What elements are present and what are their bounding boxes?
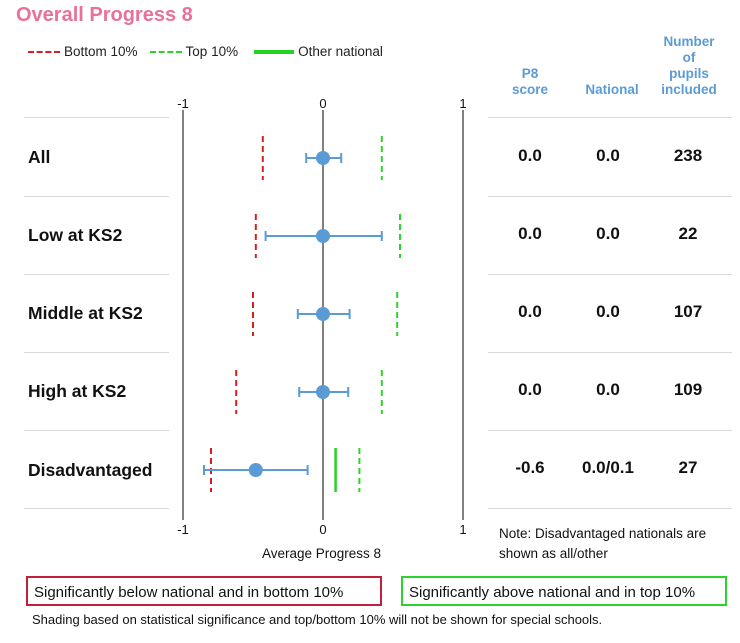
- row-divider: [24, 352, 169, 353]
- note: Note: Disadvantaged nationals are shown …: [499, 526, 707, 561]
- row-divider: [24, 117, 169, 118]
- cell-pupils: 22: [678, 224, 698, 243]
- row-divider: [24, 196, 169, 197]
- legend-bottom: Bottom 10%: [28, 44, 138, 59]
- cell-national: 0.0: [596, 380, 620, 399]
- row-label-all: All: [28, 147, 51, 167]
- x-tick-label-bottom: -1: [177, 522, 189, 537]
- legend: Bottom 10% Top 10% Other national: [28, 44, 395, 59]
- x-tick-label-top: 1: [459, 96, 466, 111]
- column-header-pupils-line2: of: [682, 50, 696, 65]
- chart-title: Overall Progress 8: [16, 4, 193, 26]
- score-point: [316, 151, 330, 165]
- cell-p8-score: 0.0: [518, 302, 542, 321]
- row-divider: [24, 274, 169, 275]
- cell-national: 0.0: [596, 302, 620, 321]
- row-label-low-ks2: Low at KS2: [28, 225, 123, 245]
- cell-national: 0.0: [596, 224, 620, 243]
- row-divider: [488, 274, 732, 275]
- column-header-p8: P8 score: [500, 66, 560, 98]
- x-axis-label: Average Progress 8: [262, 546, 382, 561]
- legend-other-label: Other national: [298, 44, 383, 59]
- row-divider: [488, 196, 732, 197]
- legend-bottom-swatch: [28, 50, 60, 53]
- row-divider: [488, 117, 732, 118]
- legend-other-swatch: [254, 49, 295, 54]
- row-label-middle-ks2: Middle at KS2: [28, 303, 143, 323]
- row-divider: [488, 352, 732, 353]
- legend-top: Top 10%: [149, 44, 239, 59]
- cell-pupils: 238: [673, 146, 703, 165]
- score-point: [248, 463, 263, 477]
- legend-other: Other national: [250, 44, 383, 59]
- score-point: [316, 307, 330, 321]
- score-point: [316, 385, 330, 399]
- cell-pupils: 27: [678, 458, 698, 477]
- row-divider: [488, 508, 732, 509]
- cell-national: 0.0: [596, 146, 620, 165]
- column-header-pupils-line4: included: [661, 82, 717, 97]
- row-divider: [24, 508, 169, 509]
- legend-top-label: Top 10%: [185, 44, 239, 59]
- cell-pupils: 109: [673, 380, 703, 399]
- significance-below-box: Significantly below national and in bott…: [26, 576, 382, 606]
- column-header-national: National: [585, 82, 639, 97]
- row-divider: [488, 430, 732, 431]
- legend-bottom-label: Bottom 10%: [64, 44, 138, 59]
- row-label-high-ks2: High at KS2: [28, 381, 127, 401]
- column-header-pupils-line3: pupils: [669, 66, 709, 81]
- cell-national: 0.0/0.1: [582, 458, 634, 477]
- footnote: Shading based on statistical significanc…: [32, 612, 603, 627]
- cell-p8-score: 0.0: [518, 380, 542, 399]
- significance-above-box: Significantly above national and in top …: [401, 576, 727, 606]
- x-tick-label-top: -1: [177, 96, 189, 111]
- cell-p8-score: -0.6: [515, 458, 545, 477]
- score-point: [316, 229, 330, 243]
- x-tick-label-top: 0: [319, 96, 326, 111]
- column-header-pupils-line1: Number: [663, 34, 715, 49]
- cell-pupils: 107: [673, 302, 703, 321]
- row-divider: [24, 430, 169, 431]
- x-tick-label-bottom: 1: [459, 522, 466, 537]
- column-header-pupils: Number of pupils included: [654, 34, 724, 98]
- x-tick-label-bottom: 0: [319, 522, 326, 537]
- column-header-p8-line1: P8: [521, 66, 539, 81]
- cell-p8-score: 0.0: [518, 146, 542, 165]
- column-header-p8-line2: score: [511, 82, 549, 97]
- row-label-disadvantaged: Disadvantaged: [28, 460, 153, 480]
- legend-top-swatch: [149, 50, 182, 53]
- cell-p8-score: 0.0: [518, 224, 542, 243]
